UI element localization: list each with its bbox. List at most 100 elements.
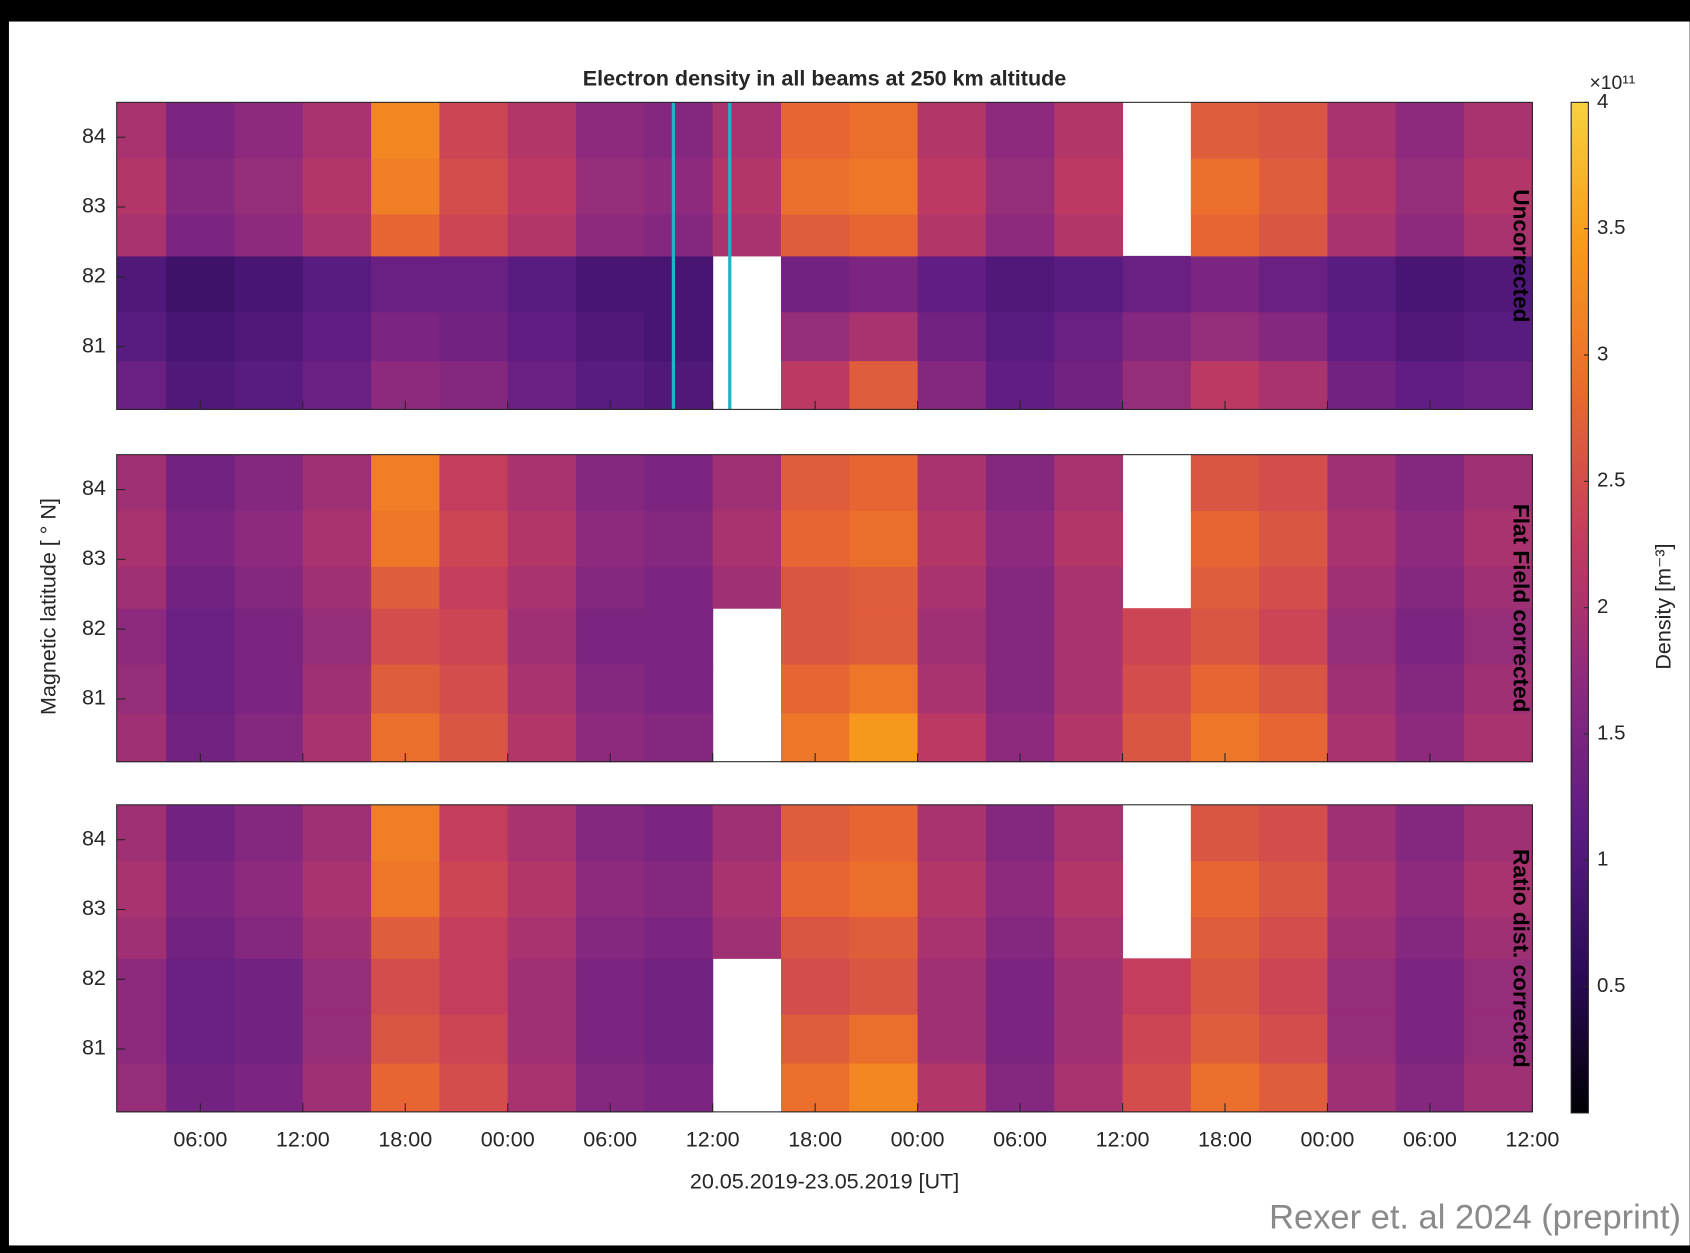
heatmap-cell xyxy=(1122,360,1192,410)
heatmap-cell xyxy=(234,804,304,862)
heatmap-cell xyxy=(1054,360,1124,410)
heatmap-cell xyxy=(302,804,372,862)
heatmap-cell xyxy=(985,566,1055,609)
heatmap-cell xyxy=(849,608,919,665)
x-tick-label: 00:00 xyxy=(481,1128,535,1152)
heatmap-cell xyxy=(1464,1014,1533,1064)
heatmap-cell xyxy=(166,608,236,665)
heatmap-cell xyxy=(1464,454,1533,512)
heatmap-cell xyxy=(234,311,304,362)
heatmap-cell xyxy=(371,102,440,159)
heatmap-cell xyxy=(1054,958,1124,1015)
heatmap-cell xyxy=(166,255,236,313)
heatmap-cell xyxy=(1464,804,1533,862)
heatmap-cell xyxy=(507,1063,577,1113)
heatmap-cell xyxy=(166,1014,236,1064)
heatmap-cell xyxy=(371,255,440,313)
heatmap-cell xyxy=(1054,214,1124,257)
heatmap-cell xyxy=(917,566,987,609)
heatmap-cell xyxy=(1259,860,1328,918)
y-tick-label: 83 xyxy=(82,896,106,920)
colorbar-tick-label: 1 xyxy=(1597,848,1608,871)
x-tick-label: 06:00 xyxy=(993,1128,1047,1152)
heatmap-cell xyxy=(302,1063,372,1113)
heatmap-cell xyxy=(234,664,304,714)
heatmap-cell xyxy=(302,510,372,567)
heatmap-cell xyxy=(1259,1063,1328,1113)
heatmap-cell xyxy=(985,860,1055,918)
heatmap-cell xyxy=(116,804,167,862)
heatmap-cell xyxy=(1464,958,1533,1015)
heatmap-cell xyxy=(849,712,919,763)
heatmap-cell xyxy=(576,860,645,918)
heatmap-cell xyxy=(780,214,850,257)
heatmap-cell xyxy=(116,916,167,959)
heatmap-cell xyxy=(780,860,850,918)
heatmap-cell xyxy=(439,510,509,567)
heatmap-cell xyxy=(780,102,850,159)
heatmap-cell xyxy=(166,916,236,959)
heatmap-cell xyxy=(780,566,850,609)
heatmap-cell xyxy=(1190,510,1260,567)
heatmap-cell xyxy=(302,958,372,1015)
heatmap-cell xyxy=(780,1014,850,1064)
heatmap-cell xyxy=(985,664,1055,714)
heatmap-cell xyxy=(780,255,850,313)
heatmap-cell xyxy=(576,664,645,714)
x-tick-label: 18:00 xyxy=(788,1128,842,1152)
heatmap-cell xyxy=(234,158,304,215)
panel-label: Flat Field corrected xyxy=(1508,504,1533,713)
heatmap-cell xyxy=(166,664,236,714)
heatmap-cell xyxy=(116,712,167,763)
heatmap-cell xyxy=(1259,102,1328,159)
heatmap-cell xyxy=(507,608,577,665)
heatmap-cell xyxy=(849,804,919,862)
heatmap-cell xyxy=(371,158,440,215)
heatmap-cell xyxy=(439,1014,509,1064)
heatmap-cell xyxy=(576,102,645,159)
heatmap-cell xyxy=(116,608,167,665)
heatmap-cell xyxy=(1327,860,1397,918)
heatmap-cell xyxy=(985,454,1055,512)
colorbar-tick-label: 3 xyxy=(1597,342,1608,365)
heatmap-cell xyxy=(302,712,372,763)
heatmap-cell xyxy=(1327,958,1397,1015)
heatmap-cell xyxy=(234,454,304,512)
heatmap-cell xyxy=(644,214,714,257)
heatmap-cell xyxy=(166,311,236,362)
heatmap-cell xyxy=(644,102,714,159)
heatmap-cell xyxy=(116,1014,167,1064)
x-tick-label: 06:00 xyxy=(173,1128,227,1152)
heatmap-cell xyxy=(576,566,645,609)
heatmap-cell xyxy=(1190,1014,1260,1064)
heatmap-cell xyxy=(712,454,782,512)
heatmap-cell xyxy=(234,608,304,665)
heatmap-cell xyxy=(1464,214,1533,257)
heatmap-cell xyxy=(644,311,714,362)
heatmap-cell xyxy=(1327,311,1397,362)
heatmap-cell xyxy=(507,712,577,763)
heatmap-cell xyxy=(1395,454,1465,512)
heatmap-cell xyxy=(371,958,440,1015)
heatmap-cell xyxy=(576,311,645,362)
heatmap-cell xyxy=(849,664,919,714)
heatmap-cell xyxy=(644,804,714,862)
heatmap-cell xyxy=(507,255,577,313)
heatmap-cell xyxy=(439,860,509,918)
heatmap-cell xyxy=(917,311,987,362)
heatmap-cell xyxy=(1259,804,1328,862)
heatmap-cell xyxy=(1327,608,1397,665)
heatmap-cell xyxy=(1327,712,1397,763)
heatmap-cell xyxy=(234,958,304,1015)
colorbar-tick-label: 4 xyxy=(1597,90,1608,113)
heatmap-cell xyxy=(985,214,1055,257)
x-tick-label: 12:00 xyxy=(1096,1128,1150,1152)
credit: Rexer et. al 2024 (preprint) xyxy=(1269,1199,1681,1237)
heatmap-cell xyxy=(985,158,1055,215)
heatmap-cell xyxy=(302,255,372,313)
heatmap-cell xyxy=(116,1063,167,1113)
heatmap-cell xyxy=(439,214,509,257)
x-axis-label: 20.05.2019-23.05.2019 [UT] xyxy=(690,1170,959,1194)
panel-label: Ratio dist. corrected xyxy=(1508,849,1533,1068)
heatmap-cell xyxy=(780,916,850,959)
